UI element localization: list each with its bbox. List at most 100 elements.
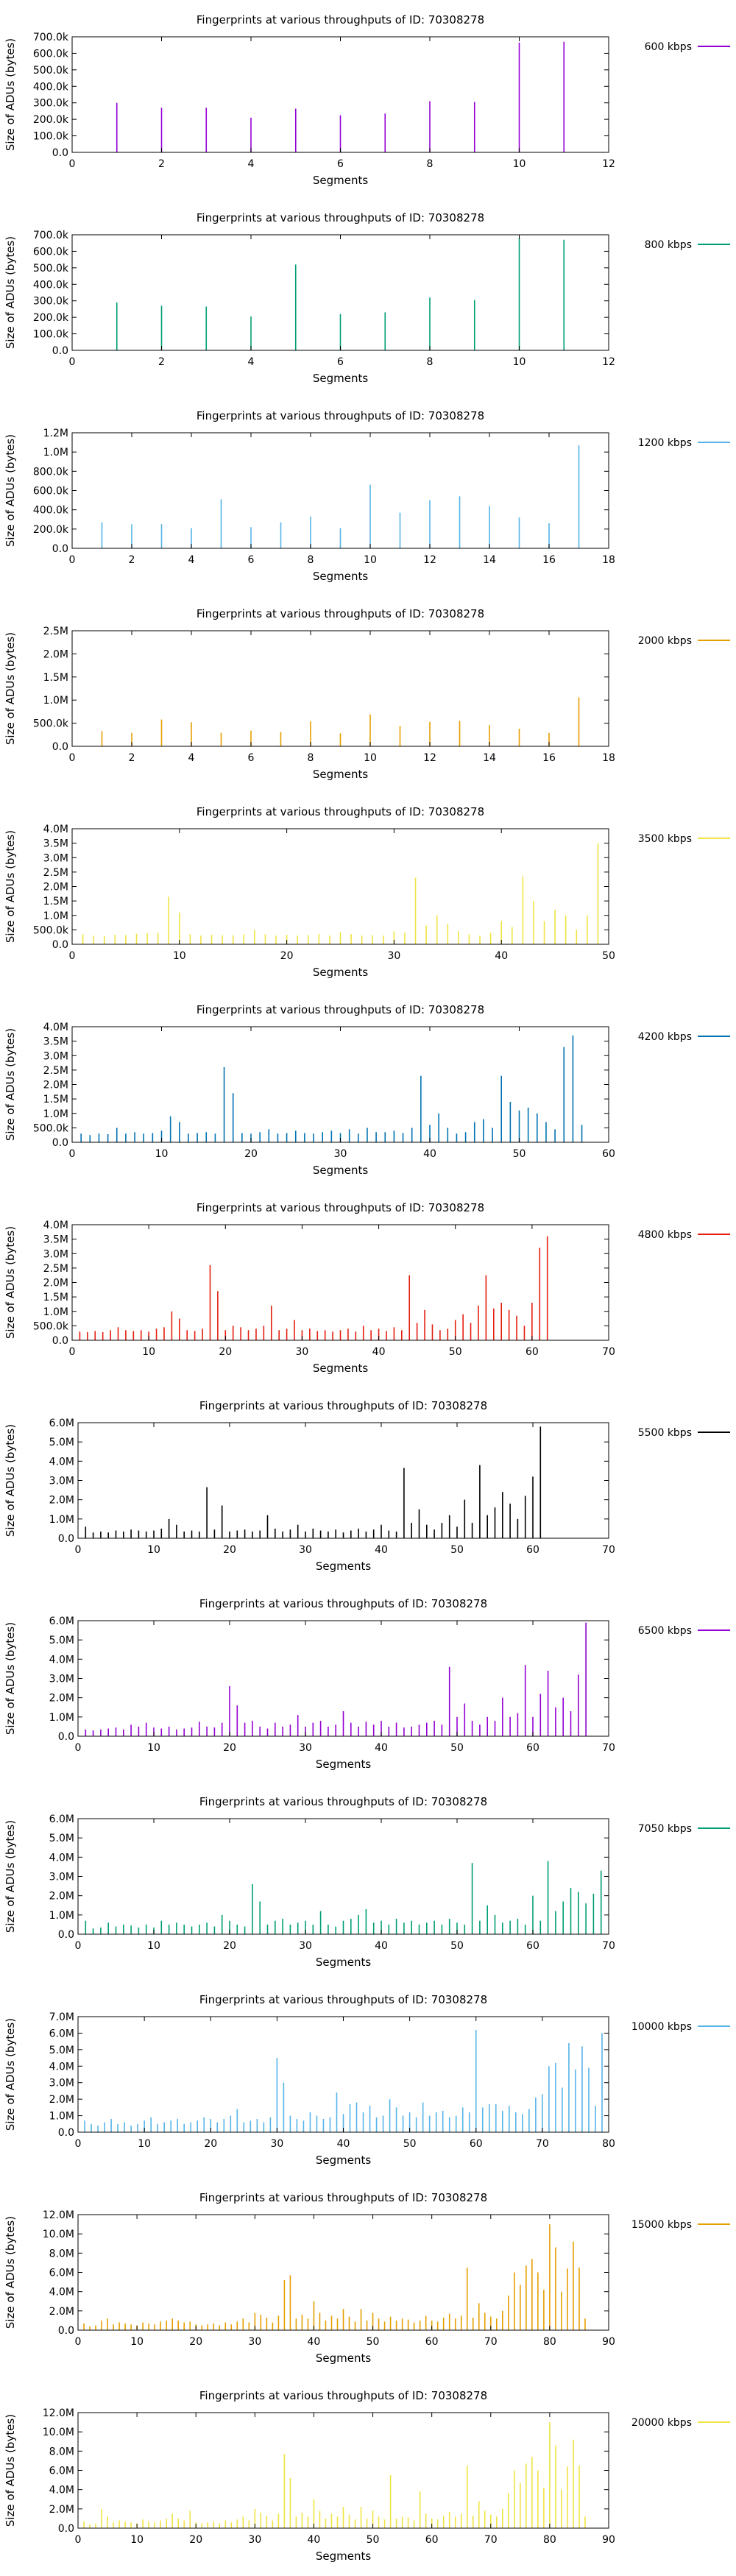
- y-tick-label: 1.0M: [43, 1306, 68, 1318]
- y-tick-label: 2.0M: [43, 1278, 68, 1289]
- y-tick-label: 2.0M: [49, 1693, 74, 1705]
- x-axis-label: Segments: [316, 2550, 372, 2563]
- y-tick-label: 2.5M: [43, 1065, 68, 1077]
- x-tick-label: 10: [130, 2336, 144, 2348]
- y-tick-label: 4.0M: [43, 1220, 68, 1231]
- x-tick-label: 2: [129, 752, 135, 764]
- x-tick-label: 6: [337, 356, 344, 368]
- y-tick-label: 1.5M: [43, 1292, 68, 1303]
- y-tick-label: 3.0M: [49, 1872, 74, 1883]
- x-tick-label: 70: [602, 1544, 615, 1556]
- x-tick-label: 2: [158, 356, 165, 368]
- x-tick-label: 4: [188, 554, 195, 566]
- x-tick-label: 30: [248, 2534, 261, 2546]
- y-tick-label: 2.0M: [49, 1891, 74, 1903]
- chart-panel: Fingerprints at various throughputs of I…: [4, 1201, 730, 1375]
- bar-series: [83, 2224, 586, 2330]
- y-tick-label: 1.0M: [43, 1108, 68, 1120]
- x-tick-label: 0: [75, 1544, 82, 1556]
- x-tick-label: 4: [248, 356, 255, 368]
- x-tick-label: 12: [423, 554, 436, 566]
- x-tick-label: 60: [526, 1346, 539, 1358]
- y-tick-label: 200.0k: [33, 114, 69, 126]
- y-axis-label: Size of ADUs (bytes): [4, 1820, 17, 1933]
- y-tick-label: 0.0: [58, 1533, 74, 1545]
- x-tick-label: 0: [75, 2336, 82, 2348]
- y-tick-label: 4.0M: [43, 1022, 68, 1033]
- x-tick-label: 50: [449, 1346, 462, 1358]
- x-tick-label: 40: [337, 2138, 350, 2150]
- legend-label: 15000 kbps: [631, 2219, 692, 2231]
- y-tick-label: 2.0M: [49, 2306, 74, 2318]
- x-tick-label: 16: [542, 752, 556, 764]
- chart-title: Fingerprints at various throughputs of I…: [199, 2389, 487, 2402]
- y-axis-label: Size of ADUs (bytes): [4, 1622, 17, 1735]
- x-tick-label: 30: [296, 1346, 309, 1358]
- chart-title: Fingerprints at various throughputs of I…: [199, 1795, 487, 1808]
- y-tick-label: 0.0: [58, 2325, 74, 2337]
- chart-title: Fingerprints at various throughputs of I…: [197, 409, 484, 422]
- x-tick-label: 18: [602, 554, 615, 566]
- bar-series: [83, 2422, 586, 2528]
- x-tick-label: 60: [425, 2534, 439, 2546]
- x-tick-label: 12: [602, 356, 615, 368]
- bar-series: [85, 1861, 602, 1934]
- bar-series: [101, 697, 580, 746]
- y-tick-label: 8.0M: [49, 2446, 74, 2458]
- y-tick-label: 500.0k: [33, 65, 69, 77]
- x-tick-label: 60: [526, 1544, 539, 1556]
- x-tick-label: 40: [308, 2534, 321, 2546]
- x-tick-label: 20: [189, 2534, 202, 2546]
- bar-series: [80, 1035, 583, 1142]
- chart-panel: Fingerprints at various throughputs of I…: [4, 2191, 730, 2365]
- y-tick-label: 1.0M: [43, 695, 68, 707]
- y-tick-label: 400.0k: [33, 279, 69, 291]
- chart-title: Fingerprints at various throughputs of I…: [197, 13, 484, 26]
- y-tick-label: 3.5M: [43, 1036, 68, 1048]
- y-tick-label: 4.0M: [49, 2485, 74, 2497]
- x-tick-label: 8: [427, 356, 434, 368]
- x-tick-label: 10: [513, 158, 526, 170]
- y-tick-label: 0.0: [52, 741, 68, 753]
- x-tick-label: 10: [364, 752, 377, 764]
- chart-panel: Fingerprints at various throughputs of I…: [4, 1993, 730, 2167]
- x-tick-label: 8: [308, 554, 314, 566]
- y-tick-label: 6.0M: [49, 1616, 74, 1627]
- x-tick-label: 10: [173, 950, 186, 962]
- x-tick-label: 16: [542, 554, 556, 566]
- x-tick-label: 70: [484, 2534, 498, 2546]
- legend-label: 1200 kbps: [638, 437, 692, 449]
- x-tick-label: 50: [513, 1148, 526, 1160]
- y-tick-label: 2.5M: [43, 867, 68, 879]
- y-tick-label: 500.0k: [33, 1122, 69, 1134]
- x-axis-label: Segments: [316, 1956, 372, 1969]
- x-tick-label: 10: [130, 2534, 144, 2546]
- y-tick-label: 800.0k: [33, 466, 69, 478]
- x-tick-label: 60: [526, 1940, 539, 1952]
- y-tick-label: 1.5M: [43, 1094, 68, 1105]
- y-axis-label: Size of ADUs (bytes): [4, 2018, 17, 2131]
- y-tick-label: 500.0k: [33, 718, 69, 730]
- y-tick-label: 3.0M: [49, 1674, 74, 1685]
- y-axis-label: Size of ADUs (bytes): [4, 2216, 17, 2329]
- chart-panel: Fingerprints at various throughputs of I…: [4, 409, 730, 583]
- y-tick-label: 2.0M: [43, 882, 68, 894]
- legend-label: 6500 kbps: [638, 1625, 692, 1637]
- x-axis-label: Segments: [313, 1362, 369, 1375]
- x-tick-label: 0: [69, 554, 76, 566]
- x-tick-label: 70: [602, 1940, 615, 1952]
- x-tick-label: 14: [483, 752, 496, 764]
- x-tick-label: 80: [543, 2336, 556, 2348]
- y-tick-label: 600.0k: [33, 486, 69, 498]
- plot-frame: [77, 1818, 609, 1935]
- x-tick-label: 30: [334, 1148, 347, 1160]
- y-tick-label: 300.0k: [33, 296, 69, 308]
- y-tick-label: 6.0M: [49, 2268, 74, 2279]
- plot-frame: [71, 828, 609, 945]
- x-tick-label: 50: [450, 1940, 464, 1952]
- chart-title: Fingerprints at various throughputs of I…: [197, 211, 484, 224]
- x-tick-label: 90: [602, 2534, 615, 2546]
- y-tick-label: 700.0k: [33, 230, 69, 241]
- y-axis-label: Size of ADUs (bytes): [4, 2414, 17, 2527]
